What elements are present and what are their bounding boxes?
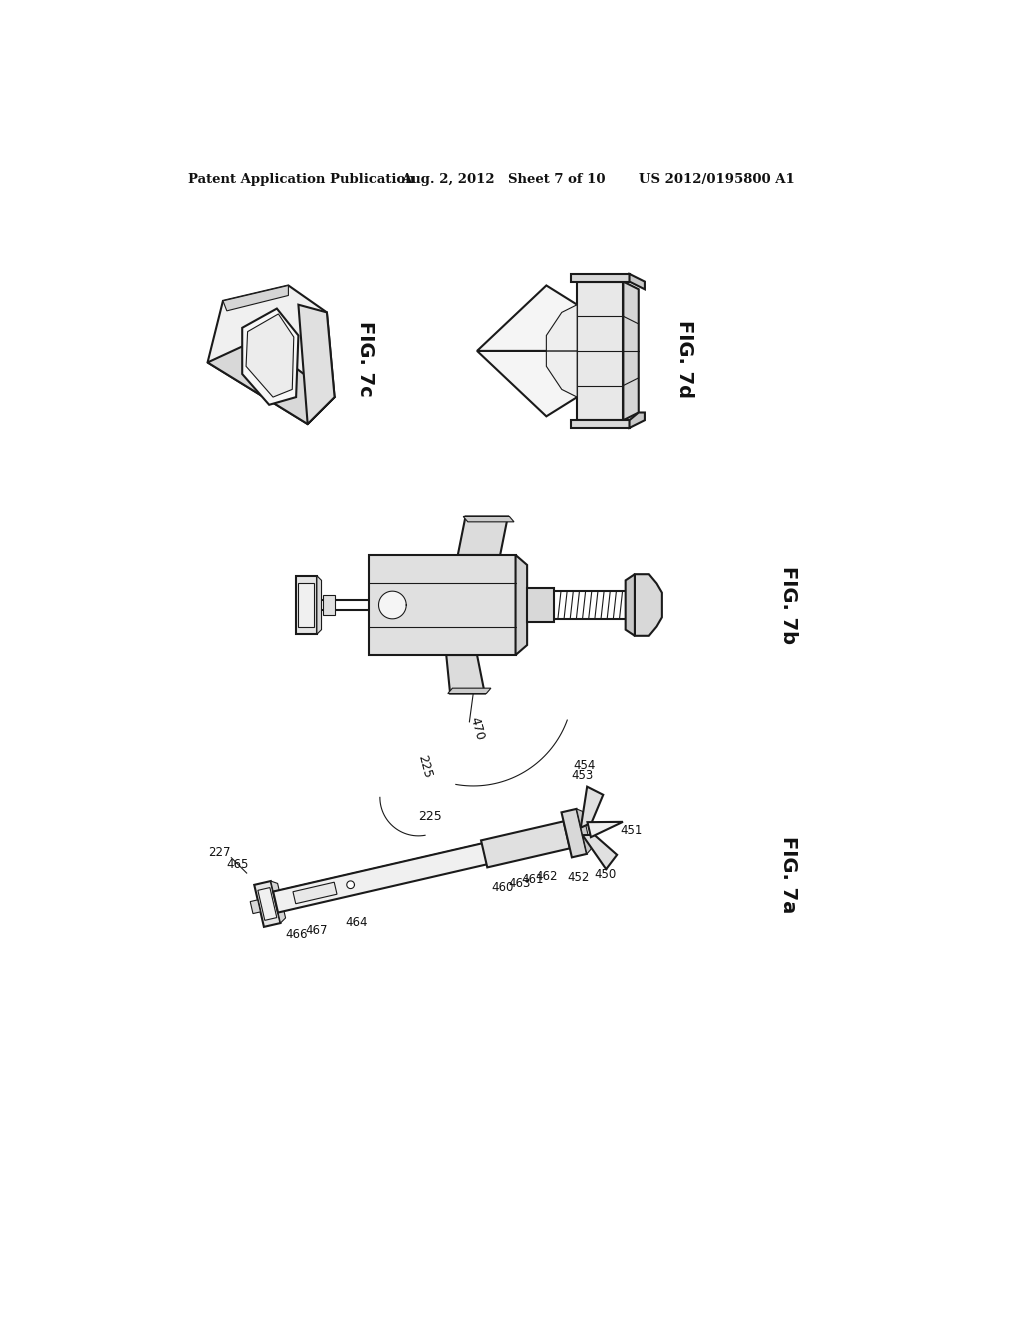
Text: 464: 464 <box>346 916 369 929</box>
Polygon shape <box>379 591 407 619</box>
Text: FIG. 7d: FIG. 7d <box>676 319 694 397</box>
Polygon shape <box>547 305 578 351</box>
Polygon shape <box>273 825 569 912</box>
Polygon shape <box>316 576 322 635</box>
Polygon shape <box>296 576 316 635</box>
Polygon shape <box>298 583 313 627</box>
Text: 467: 467 <box>305 924 328 937</box>
Polygon shape <box>624 281 639 420</box>
Polygon shape <box>527 589 554 622</box>
Text: 451: 451 <box>621 824 643 837</box>
Text: 225: 225 <box>418 810 441 824</box>
Polygon shape <box>446 655 484 693</box>
Text: 462: 462 <box>536 870 558 883</box>
Polygon shape <box>208 339 335 424</box>
Text: 452: 452 <box>567 871 590 884</box>
Polygon shape <box>477 285 578 351</box>
Text: 227: 227 <box>209 846 231 859</box>
Text: 460: 460 <box>490 882 513 894</box>
Text: Aug. 2, 2012: Aug. 2, 2012 <box>401 173 496 186</box>
Polygon shape <box>477 351 578 416</box>
Polygon shape <box>561 809 587 858</box>
Polygon shape <box>323 595 335 615</box>
Text: FIG. 7c: FIG. 7c <box>356 321 375 396</box>
Text: 454: 454 <box>573 759 596 772</box>
Text: 225: 225 <box>416 754 434 780</box>
Text: 465: 465 <box>226 858 249 871</box>
Polygon shape <box>370 554 515 655</box>
Polygon shape <box>347 880 354 888</box>
Polygon shape <box>547 351 578 397</box>
Polygon shape <box>273 825 569 894</box>
Text: Sheet 7 of 10: Sheet 7 of 10 <box>508 173 605 186</box>
Polygon shape <box>298 305 335 424</box>
Polygon shape <box>481 821 569 867</box>
Polygon shape <box>254 880 281 927</box>
Text: 450: 450 <box>594 869 616 882</box>
Polygon shape <box>246 314 294 397</box>
Polygon shape <box>250 900 260 913</box>
Text: 461: 461 <box>521 874 544 886</box>
Text: 470: 470 <box>468 715 486 742</box>
Polygon shape <box>630 412 645 428</box>
Polygon shape <box>571 275 630 281</box>
Text: 453: 453 <box>571 768 594 781</box>
Polygon shape <box>577 809 591 854</box>
Polygon shape <box>581 787 603 828</box>
Polygon shape <box>578 281 624 420</box>
Polygon shape <box>293 882 337 904</box>
Polygon shape <box>258 887 276 920</box>
Text: FIG. 7a: FIG. 7a <box>779 836 799 913</box>
Polygon shape <box>243 309 298 405</box>
Polygon shape <box>270 880 286 923</box>
Text: 463: 463 <box>508 876 530 890</box>
Polygon shape <box>447 688 490 693</box>
Polygon shape <box>635 574 662 636</box>
Text: 466: 466 <box>286 928 308 941</box>
Polygon shape <box>630 275 645 289</box>
Polygon shape <box>583 834 617 869</box>
Polygon shape <box>588 822 623 837</box>
Polygon shape <box>626 574 635 636</box>
Text: US 2012/0195800 A1: US 2012/0195800 A1 <box>639 173 795 186</box>
Polygon shape <box>463 516 514 521</box>
Polygon shape <box>208 285 335 424</box>
Polygon shape <box>223 285 289 312</box>
Polygon shape <box>458 516 508 554</box>
Polygon shape <box>515 554 527 655</box>
Text: FIG. 7b: FIG. 7b <box>779 566 799 644</box>
Text: Patent Application Publication: Patent Application Publication <box>188 173 415 186</box>
Polygon shape <box>571 420 630 428</box>
